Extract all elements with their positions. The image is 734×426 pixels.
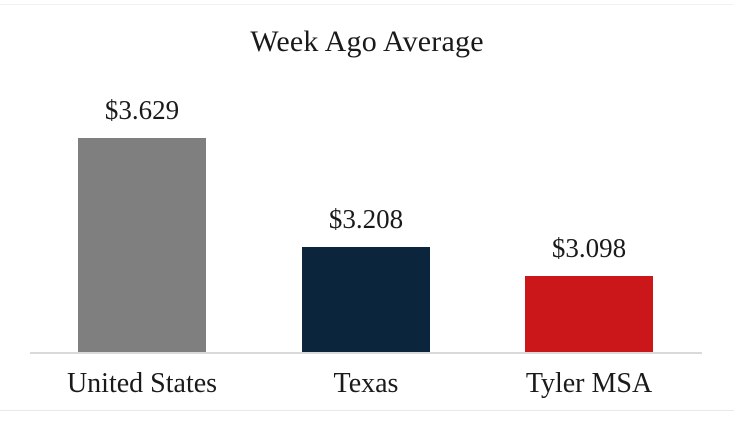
bar-value-label: $3.629 — [104, 95, 180, 125]
bar-value-label: $3.098 — [551, 233, 627, 263]
bottom-border-line — [0, 410, 734, 411]
bar-texas — [302, 247, 430, 354]
category-label-united-states: United States — [66, 368, 218, 399]
bar-group-texas: $3.208 — [266, 204, 466, 354]
x-axis-line — [30, 352, 702, 354]
bar-group-tyler-msa: $3.098 — [489, 233, 689, 354]
chart-title: Week Ago Average — [250, 25, 484, 58]
bar-value-label: $3.208 — [328, 204, 404, 234]
bar-united-states — [78, 138, 206, 354]
bar-group-united-states: $3.629 — [42, 95, 242, 354]
category-label-tyler-msa: Tyler MSA — [525, 368, 653, 399]
category-label-texas: Texas — [333, 368, 399, 399]
top-border-line — [0, 4, 734, 5]
bar-tyler-msa — [525, 276, 653, 354]
